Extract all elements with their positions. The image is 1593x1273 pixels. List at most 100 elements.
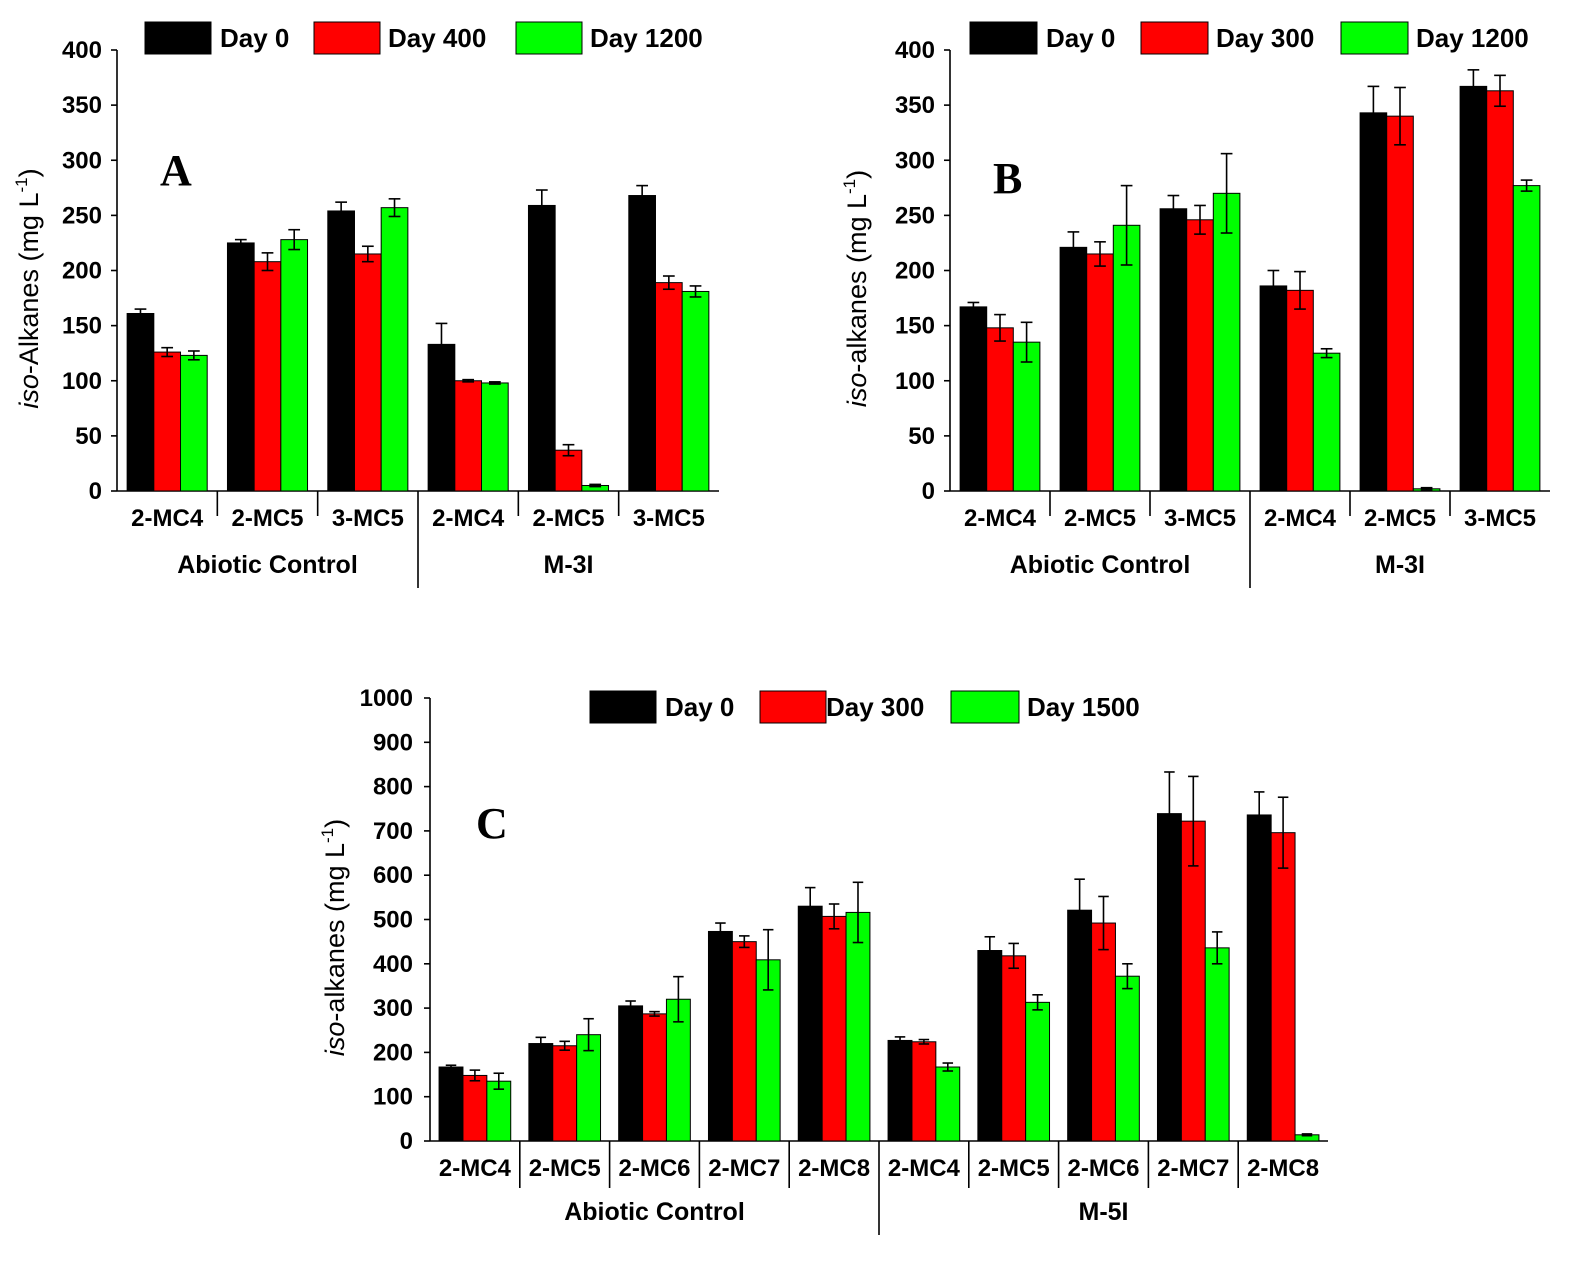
y-tick-label: 100 [895,368,935,395]
bar-day-0 [618,1005,644,1142]
bar-day-300 [1386,115,1414,492]
legend-label: Day 0 [220,23,289,53]
bar-day-1200 [1012,341,1041,492]
bar-day-1200 [681,290,710,492]
x-tick-label: 2-MC8 [798,1155,870,1182]
y-axis-label-text: -alkanes (mg L [842,194,872,373]
x-tick-label: 3-MC5 [332,505,404,532]
bar-day-300 [1091,922,1116,1142]
y-tick-label: 400 [373,951,413,978]
legend-swatch-day-1500 [950,690,1020,724]
bar-day-0 [959,306,988,492]
x-tick-label: 2-MC5 [978,1155,1050,1182]
x-tick-label: 2-MC4 [1264,505,1337,532]
legend-swatch-day-300 [759,690,827,724]
panel-letter: B [993,154,1022,203]
x-tick-label: 2-MC4 [432,505,505,532]
bar-day-0 [327,210,355,492]
x-tick-label: 2-MC4 [131,505,204,532]
bar-day-0 [628,195,656,492]
x-tick-label: 2-MC6 [618,1155,690,1182]
legend-label: Day 1500 [1027,692,1140,722]
legend-swatch-day-300 [1140,21,1209,55]
bar-day-400 [153,351,182,492]
panel-letter: C [476,799,508,848]
legend-label: Day 300 [826,692,924,722]
bar-day-1200 [180,354,208,492]
y-tick-label: 300 [895,147,935,174]
group-label: Abiotic Control [177,551,358,579]
bar-day-1200 [1512,185,1541,492]
x-tick-label: 3-MC5 [1464,505,1536,532]
bar-day-1200 [280,239,309,492]
y-tick-label: 350 [62,92,102,119]
y-tick-label: 0 [400,1128,413,1155]
y-tick-label: 150 [895,313,935,340]
legend-swatch-day-400 [313,21,381,55]
y-axis-label-italic: iso [14,374,44,409]
legend-swatch-day-0 [589,690,657,724]
y-tick-label: 700 [373,818,413,845]
y-tick-label: 350 [895,92,935,119]
bar-day-1200 [1312,352,1341,492]
bar-day-0 [887,1039,913,1142]
bar-day-0 [1067,909,1093,1142]
bar-day-1500 [1114,975,1140,1142]
x-tick-label: 2-MC5 [529,1155,601,1182]
legend-label: Day 1200 [1416,23,1529,53]
group-label: M-3I [1375,551,1425,579]
y-tick-label: 100 [373,1084,413,1111]
x-tick-label: 3-MC5 [1164,505,1236,532]
bar-day-0 [1059,246,1088,492]
y-axis-label-italic: iso [842,373,872,408]
bar-day-1200 [380,207,409,492]
x-tick-label: 2-MC4 [964,505,1037,532]
y-axis-label-superscript: -1 [840,179,859,194]
group-label: M-5I [1079,1198,1129,1226]
bar-day-300 [1286,289,1314,492]
bar-day-0 [126,312,155,492]
bar-day-300 [462,1074,488,1142]
y-tick-label: 1000 [360,685,413,712]
y-axis-label: iso-alkanes (mg L-1) [840,170,872,407]
bar-day-1500 [1204,947,1230,1142]
bar-day-400 [353,253,382,492]
bar-day-400 [654,282,683,492]
bar-day-300 [986,327,1014,492]
bar-day-400 [253,261,282,492]
y-axis-label-italic: iso [320,1022,350,1057]
legend-swatch-day-0 [144,21,212,55]
bar-day-0 [797,905,823,1142]
y-tick-label: 50 [75,423,102,450]
bar-day-0 [427,343,456,492]
bar-day-0 [1359,112,1388,492]
bar-day-1500 [1025,1001,1051,1142]
y-axis-label-close: ) [842,170,872,179]
group-label: Abiotic Control [564,1198,745,1226]
bar-day-0 [528,1043,554,1142]
panel-a-chart: 0 50 100 150 200 250 300 350 400 iso-Alkanes (mg … [12,21,719,588]
bar-day-0 [1259,285,1288,492]
y-tick-label: 200 [895,258,935,285]
x-tick-label: 2-MC7 [708,1155,780,1182]
y-tick-label: 200 [62,258,102,285]
bar-day-300 [821,915,847,1142]
bar-day-300 [911,1041,937,1142]
bar-day-300 [552,1045,578,1142]
y-tick-label: 500 [373,907,413,934]
y-tick-label: 50 [908,423,935,450]
y-axis-label-text: -alkanes (mg L [320,843,350,1022]
x-tick-label: 2-MC4 [888,1155,961,1182]
y-tick-label: 100 [62,368,102,395]
x-tick-label: 2-MC7 [1157,1155,1229,1182]
legend-swatch-day-0 [969,21,1038,55]
y-tick-label: 300 [62,147,102,174]
x-tick-label: 2-MC6 [1067,1155,1139,1182]
legend-swatch-day-1200 [515,21,583,55]
x-tick-label: 2-MC5 [1064,505,1136,532]
bar-day-300 [642,1013,667,1142]
bar-day-1200 [1112,224,1141,492]
y-axis-label: iso-Alkanes (mg L-1) [12,168,44,408]
bar-day-0 [1246,814,1272,1142]
